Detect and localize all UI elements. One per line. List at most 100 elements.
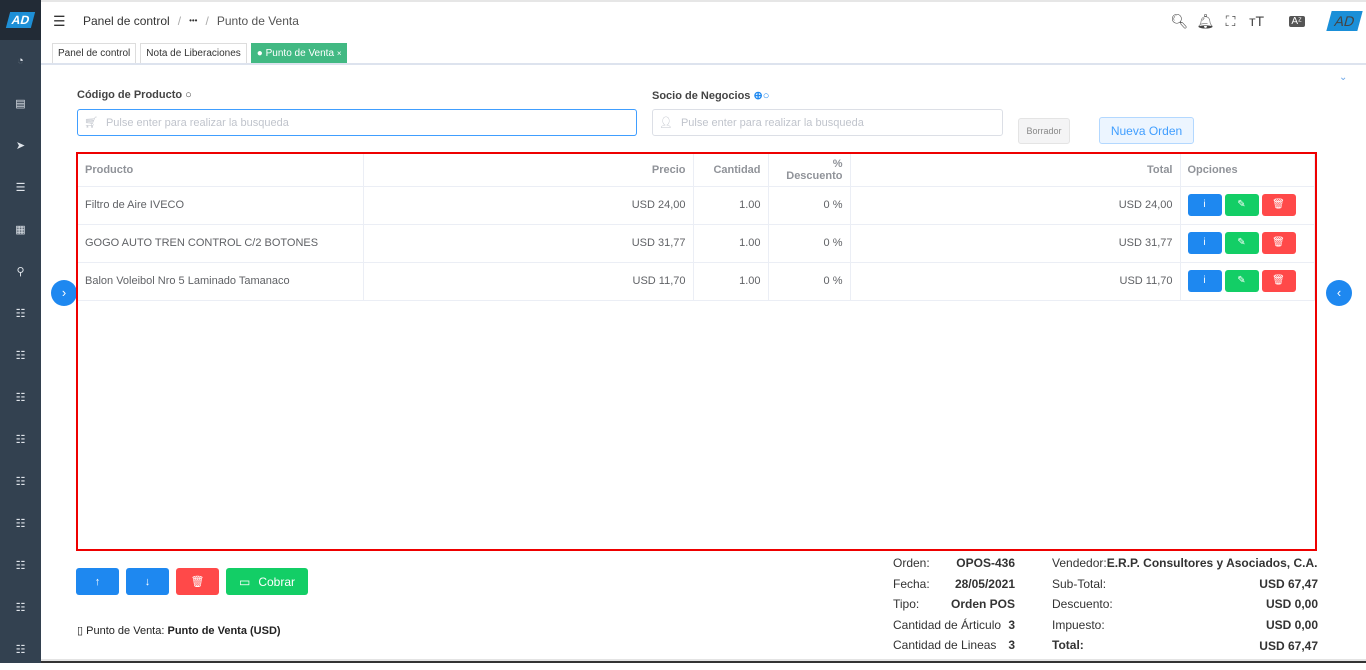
new-order-button[interactable]: Nueva Orden (1099, 117, 1194, 144)
font-size-icon[interactable]: тT (1249, 13, 1265, 29)
discount-value: USD 0,00 (1265, 597, 1318, 611)
column-header: Cantidad (693, 154, 769, 187)
items-count: 3 (1008, 618, 1015, 632)
document-icon: ▤ (15, 97, 26, 110)
subtotal-label: Sub-Total: (1052, 577, 1107, 591)
delete-button[interactable]: 🗑︎ (1261, 270, 1296, 292)
table-cell: USD 24,00 (363, 186, 694, 225)
edit-button[interactable]: ✎ (1224, 270, 1259, 292)
info-icon: i (1203, 199, 1206, 210)
items-label: Cantidad de Árticulo (893, 618, 1002, 632)
breadcrumb-item[interactable]: Panel de control (83, 14, 170, 28)
sidebar-item[interactable]: ▤ (0, 82, 41, 124)
delete-line-button[interactable]: 🗑︎ (176, 568, 219, 595)
header: ☰ Panel de control / ••• / Punto de Venta … (41, 0, 1366, 40)
trash-icon: 🗑︎ (1272, 199, 1285, 210)
table-cell: USD 24,00 (850, 186, 1181, 225)
search-icon: ⚲ (16, 265, 25, 278)
menu-list-icon: ☷ (15, 643, 26, 656)
translate-icon[interactable]: Aᶻ (1288, 15, 1305, 27)
breadcrumb-current: Punto de Venta (216, 14, 299, 28)
info-button[interactable]: i (1187, 270, 1222, 292)
collapse-chevron-icon[interactable]: ⌄ (1339, 72, 1348, 83)
info-button[interactable]: i (1187, 194, 1222, 216)
sidebar-item[interactable]: ▦ (0, 208, 41, 250)
menu-list-icon: ☷ (15, 475, 26, 488)
pos-info: ▯ Punto de Venta: Punto de Venta (USD) (77, 625, 281, 637)
tax-value: USD 0,00 (1265, 618, 1318, 632)
table-cell: USD 31,77 (363, 224, 694, 263)
close-icon[interactable]: × (336, 49, 342, 58)
search-icon[interactable]: ○ (762, 90, 770, 102)
sidebar-item[interactable]: ☷ (0, 376, 41, 418)
sidebar-item[interactable]: ☷ (0, 418, 41, 460)
business-partner-input[interactable] (680, 116, 990, 129)
trash-icon: 🗑︎ (1272, 275, 1285, 286)
draft-button[interactable]: Borrador (1018, 118, 1070, 144)
sidebar: AD ◔ ▤ ➤ ☰ ▦ ⚲ ☷ ☷ ☷ ☷ ☷ ☷ ☷ ☷ ☷ (0, 0, 41, 663)
add-circle-icon[interactable]: ⊕ (753, 90, 763, 102)
order-type: Orden POS (950, 597, 1015, 611)
sidebar-item[interactable]: ☷ (0, 334, 41, 376)
edit-button[interactable]: ✎ (1224, 232, 1259, 254)
search-icon[interactable]: ○ (185, 89, 192, 101)
menu-toggle-icon[interactable]: ☰ (53, 12, 66, 29)
table-cell: 0 % (768, 224, 851, 263)
row-options: i ✎ 🗑︎ (1180, 186, 1315, 225)
user-icon: 👤︎ (659, 117, 673, 129)
sidebar-item[interactable]: ☷ (0, 544, 41, 586)
bell-icon[interactable]: 🔔︎ (1196, 12, 1215, 29)
horizontal-scrollbar[interactable] (41, 659, 1366, 663)
order-number: OPOS-436 (956, 556, 1015, 570)
edit-button[interactable]: ✎ (1224, 194, 1259, 216)
table-row[interactable]: Balon Voleibol Nro 5 Laminado Tamanaco US… (78, 262, 1315, 301)
trash-icon: 🗑︎ (1272, 237, 1285, 248)
table-cell: 0 % (768, 262, 851, 301)
table-row[interactable]: GOGO AUTO TREN CONTROL C/2 BOTONES USD 31… (78, 224, 1315, 263)
delete-button[interactable]: 🗑︎ (1261, 194, 1296, 216)
seller-name: E.R.P. Consultores y Asociados, C.A. (1106, 556, 1318, 570)
table-cell: USD 11,70 (363, 262, 694, 301)
chevron-left-icon[interactable]: ‹ (1326, 280, 1352, 306)
tab-punto-de-venta[interactable]: ● Punto de Venta × (250, 43, 348, 63)
sidebar-item[interactable]: ☷ (0, 460, 41, 502)
move-up-button[interactable]: ↑ (76, 568, 119, 595)
cart-icon: 🛒︎ (84, 117, 98, 129)
sidebar-item[interactable]: ☷ (0, 628, 41, 670)
tab-nota-de-liberaciones[interactable]: Nota de Liberaciones (140, 43, 247, 63)
breadcrumb-ellipsis[interactable]: ••• (189, 16, 198, 25)
collect-button[interactable]: ▭ Cobrar (226, 568, 308, 595)
tab-panel-de-control[interactable]: Panel de control (52, 43, 137, 63)
table-cell: 0 % (768, 186, 851, 225)
sidebar-item[interactable]: ☰ (0, 166, 41, 208)
sidebar-item[interactable]: ◔ (0, 40, 41, 82)
lines-count: 3 (1008, 638, 1015, 652)
product-code-input[interactable] (105, 116, 603, 129)
search-icon[interactable]: 🔍︎ (1170, 12, 1189, 29)
info-button[interactable]: i (1187, 232, 1222, 254)
menu-list-icon: ☷ (15, 517, 26, 530)
date-label: Fecha: (893, 577, 930, 591)
table-cell: Filtro de Aire IVECO (78, 186, 364, 225)
info-icon: i (1203, 237, 1206, 248)
sidebar-item[interactable]: ☷ (0, 292, 41, 334)
business-partner-field[interactable]: 👤︎ (652, 109, 1003, 136)
menu-list-icon: ☷ (15, 391, 26, 404)
table-row[interactable]: Filtro de Aire IVECO USD 24,00 1.00 0 % USD … (78, 186, 1315, 225)
sidebar-item[interactable]: ⚲ (0, 250, 41, 292)
chevron-right-icon[interactable]: › (51, 280, 77, 306)
send-icon: ➤ (15, 139, 26, 152)
move-down-button[interactable]: ↓ (126, 568, 169, 595)
product-code-field[interactable]: 🛒︎ (77, 109, 637, 136)
order-date: 28/05/2021 (954, 577, 1015, 591)
sidebar-item[interactable]: ☷ (0, 586, 41, 628)
sidebar-logo[interactable]: AD (0, 0, 41, 40)
products-table: Producto Precio Cantidad % Descuento Tot… (76, 152, 1317, 551)
sidebar-item[interactable]: ☷ (0, 502, 41, 544)
lines-label: Cantidad de Lineas (893, 638, 997, 652)
fullscreen-icon[interactable]: ⛶ (1225, 12, 1236, 29)
avatar[interactable]: AD (1325, 11, 1363, 31)
sidebar-item[interactable]: ➤ (0, 124, 41, 166)
column-header: Producto (78, 154, 364, 187)
delete-button[interactable]: 🗑︎ (1261, 232, 1296, 254)
